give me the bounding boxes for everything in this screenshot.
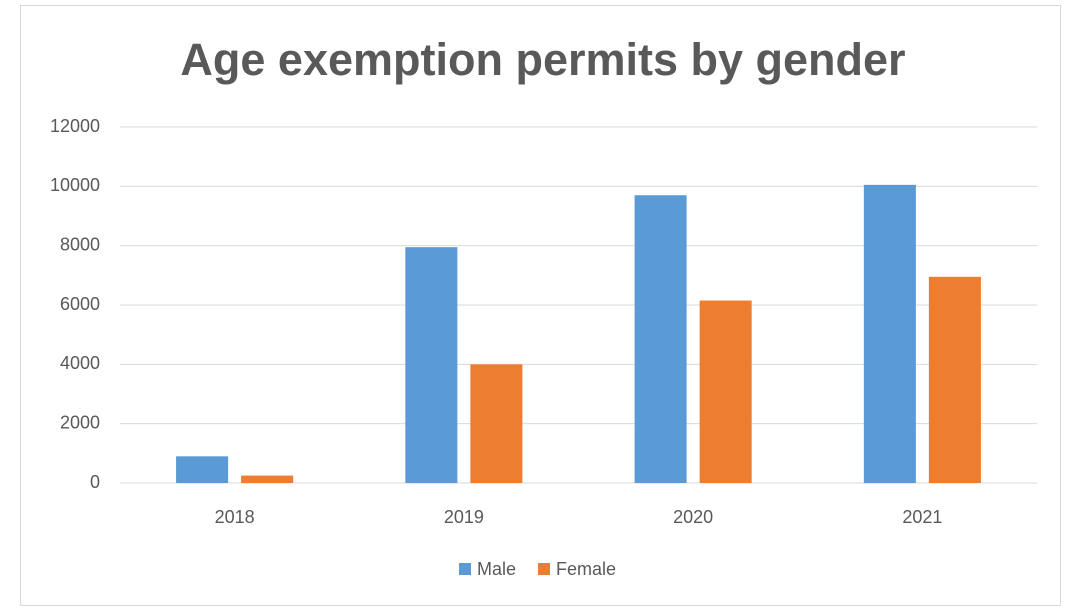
- legend-label: Male: [477, 559, 516, 579]
- bar: [470, 364, 523, 483]
- y-tick-label: 12000: [50, 116, 100, 136]
- x-tick-label: 2019: [444, 507, 484, 527]
- y-tick-label: 10000: [50, 175, 100, 195]
- y-tick-label: 8000: [60, 234, 100, 254]
- bar: [405, 247, 458, 483]
- bar: [863, 184, 916, 483]
- y-tick-label: 0: [90, 472, 100, 492]
- y-tick-label: 2000: [60, 412, 100, 432]
- x-tick-label: 2020: [673, 507, 713, 527]
- x-tick-label: 2018: [215, 507, 255, 527]
- legend-swatch: [538, 563, 551, 575]
- legend-swatch: [459, 563, 471, 575]
- x-tick-label: 2021: [902, 507, 942, 527]
- bar: [241, 475, 294, 483]
- bar: [928, 276, 981, 483]
- bar: [176, 456, 229, 483]
- y-tick-label: 4000: [60, 353, 100, 373]
- legend-label: Female: [556, 559, 616, 579]
- y-tick-label: 6000: [60, 294, 100, 314]
- bar: [699, 300, 752, 483]
- chart-title: Age exemption permits by gender: [180, 34, 905, 85]
- bar: [634, 195, 687, 483]
